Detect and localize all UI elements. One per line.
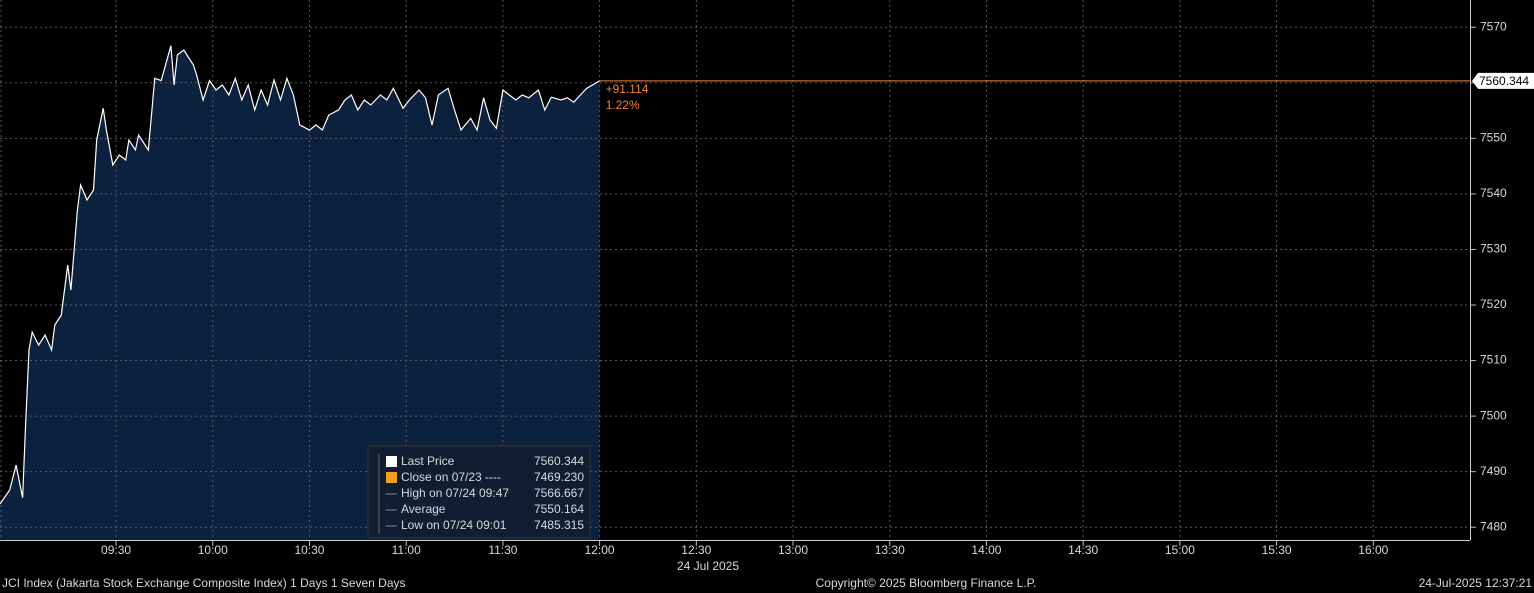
x-tick-label: 15:00 — [1165, 543, 1195, 557]
x-tick-label: 11:00 — [392, 543, 421, 557]
x-tick-label: 12:30 — [681, 543, 711, 557]
area — [0, 45, 600, 540]
legend-value: 7550.164 — [534, 502, 584, 516]
y-tick-label: 7510 — [1480, 353, 1507, 367]
legend-swatch — [386, 456, 397, 467]
x-tick-label: 12:00 — [585, 543, 615, 557]
legend-label: Close on 07/23 ---- — [401, 470, 501, 484]
y-tick-label: 7480 — [1480, 519, 1507, 533]
annotation: 1.22% — [606, 98, 640, 112]
y-tick-label: 7530 — [1480, 242, 1507, 256]
legend-value: 7469.230 — [534, 470, 584, 484]
legend-label: High on 07/24 09:47 — [401, 486, 509, 500]
annotation: +91.114 — [606, 82, 649, 96]
legend-label: Average — [401, 502, 446, 516]
x-date-label: 24 Jul 2025 — [677, 559, 739, 573]
x-tick-label: 13:00 — [778, 543, 808, 557]
y-tick-label: 7540 — [1480, 186, 1507, 200]
legend-value: 7485.315 — [534, 518, 584, 532]
legend-value: 7560.344 — [534, 454, 584, 468]
x-tick-label: 14:00 — [971, 543, 1001, 557]
footer-right: 24-Jul-2025 12:37:21 — [1419, 576, 1533, 590]
x-tick-label: 09:30 — [101, 543, 131, 557]
last-price-tag-label: 7560.344 — [1479, 74, 1529, 88]
legend-swatch — [386, 472, 397, 483]
x-tick-label: 10:30 — [294, 543, 324, 557]
footer-center: Copyright© 2025 Bloomberg Finance L.P. — [816, 576, 1037, 590]
x-tick-label: 16:00 — [1358, 543, 1388, 557]
last-price-tag — [1472, 72, 1534, 89]
y-tick-label: 7490 — [1480, 464, 1507, 478]
legend-value: 7566.667 — [534, 486, 584, 500]
y-tick-label: 7570 — [1480, 19, 1507, 33]
legend-label: Last Price — [401, 454, 455, 468]
footer-left: JCI Index (Jakarta Stock Exchange Compos… — [2, 576, 406, 590]
y-tick-label: 7520 — [1480, 297, 1507, 311]
x-tick-label: 15:30 — [1262, 543, 1292, 557]
legend-box — [367, 445, 591, 539]
x-tick-label: 14:30 — [1068, 543, 1098, 557]
legend-label: Low on 07/24 09:01 — [401, 518, 507, 532]
x-tick-label: 10:00 — [198, 543, 228, 557]
x-tick-label: 11:30 — [488, 543, 517, 557]
x-tick-label: 13:30 — [875, 543, 905, 557]
y-tick-label: 7500 — [1480, 408, 1507, 422]
price-line — [0, 45, 600, 505]
y-tick-label: 7550 — [1480, 131, 1507, 145]
